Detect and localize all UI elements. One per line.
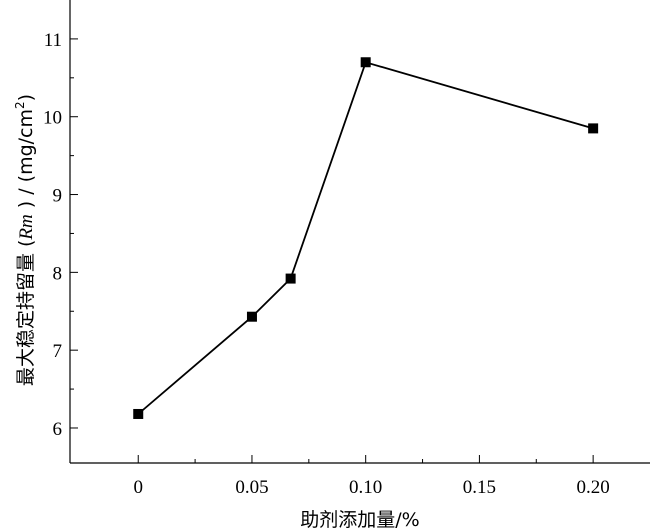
y-axis-title: 最大稳定持留量 (Rm ) / (mg/cm2)	[13, 94, 37, 386]
y-tick-label: 11	[44, 30, 62, 51]
y-tick-label: 7	[53, 341, 63, 362]
data-point-marker	[246, 311, 257, 322]
x-tick-label: 0.20	[577, 477, 610, 498]
y-tick-label: 10	[43, 108, 62, 129]
y-axis-title-suffix: )	[15, 94, 37, 101]
x-tick-label: 0.10	[349, 477, 382, 498]
y-axis-title-italic: Rm	[16, 214, 37, 240]
y-tick-label: 9	[53, 186, 63, 207]
y-tick-label: 8	[53, 263, 63, 284]
data-point-marker	[588, 123, 599, 134]
x-ticks: 0 0.05 0.10 0.15 0.20	[133, 455, 610, 498]
x-tick-label: 0.05	[235, 477, 268, 498]
y-axis-title-sup: 2	[13, 101, 27, 109]
x-tick-label: 0	[133, 477, 143, 498]
series-layer	[133, 57, 599, 419]
series-line	[137, 61, 594, 415]
data-point-marker	[133, 408, 144, 419]
x-tick-label: 0.15	[463, 477, 496, 498]
data-point-marker	[285, 273, 296, 284]
axes	[69, 0, 650, 464]
y-axis-title-mid: ) / (mg/cm	[15, 109, 37, 214]
data-point-marker	[360, 57, 371, 68]
x-axis-title: 助剂添加量/%	[300, 509, 419, 531]
y-ticks: 6 7 8 9 10 11	[43, 30, 78, 440]
y-axis-title-prefix: 最大稳定持留量 (	[15, 240, 37, 386]
y-tick-label: 6	[53, 419, 63, 440]
